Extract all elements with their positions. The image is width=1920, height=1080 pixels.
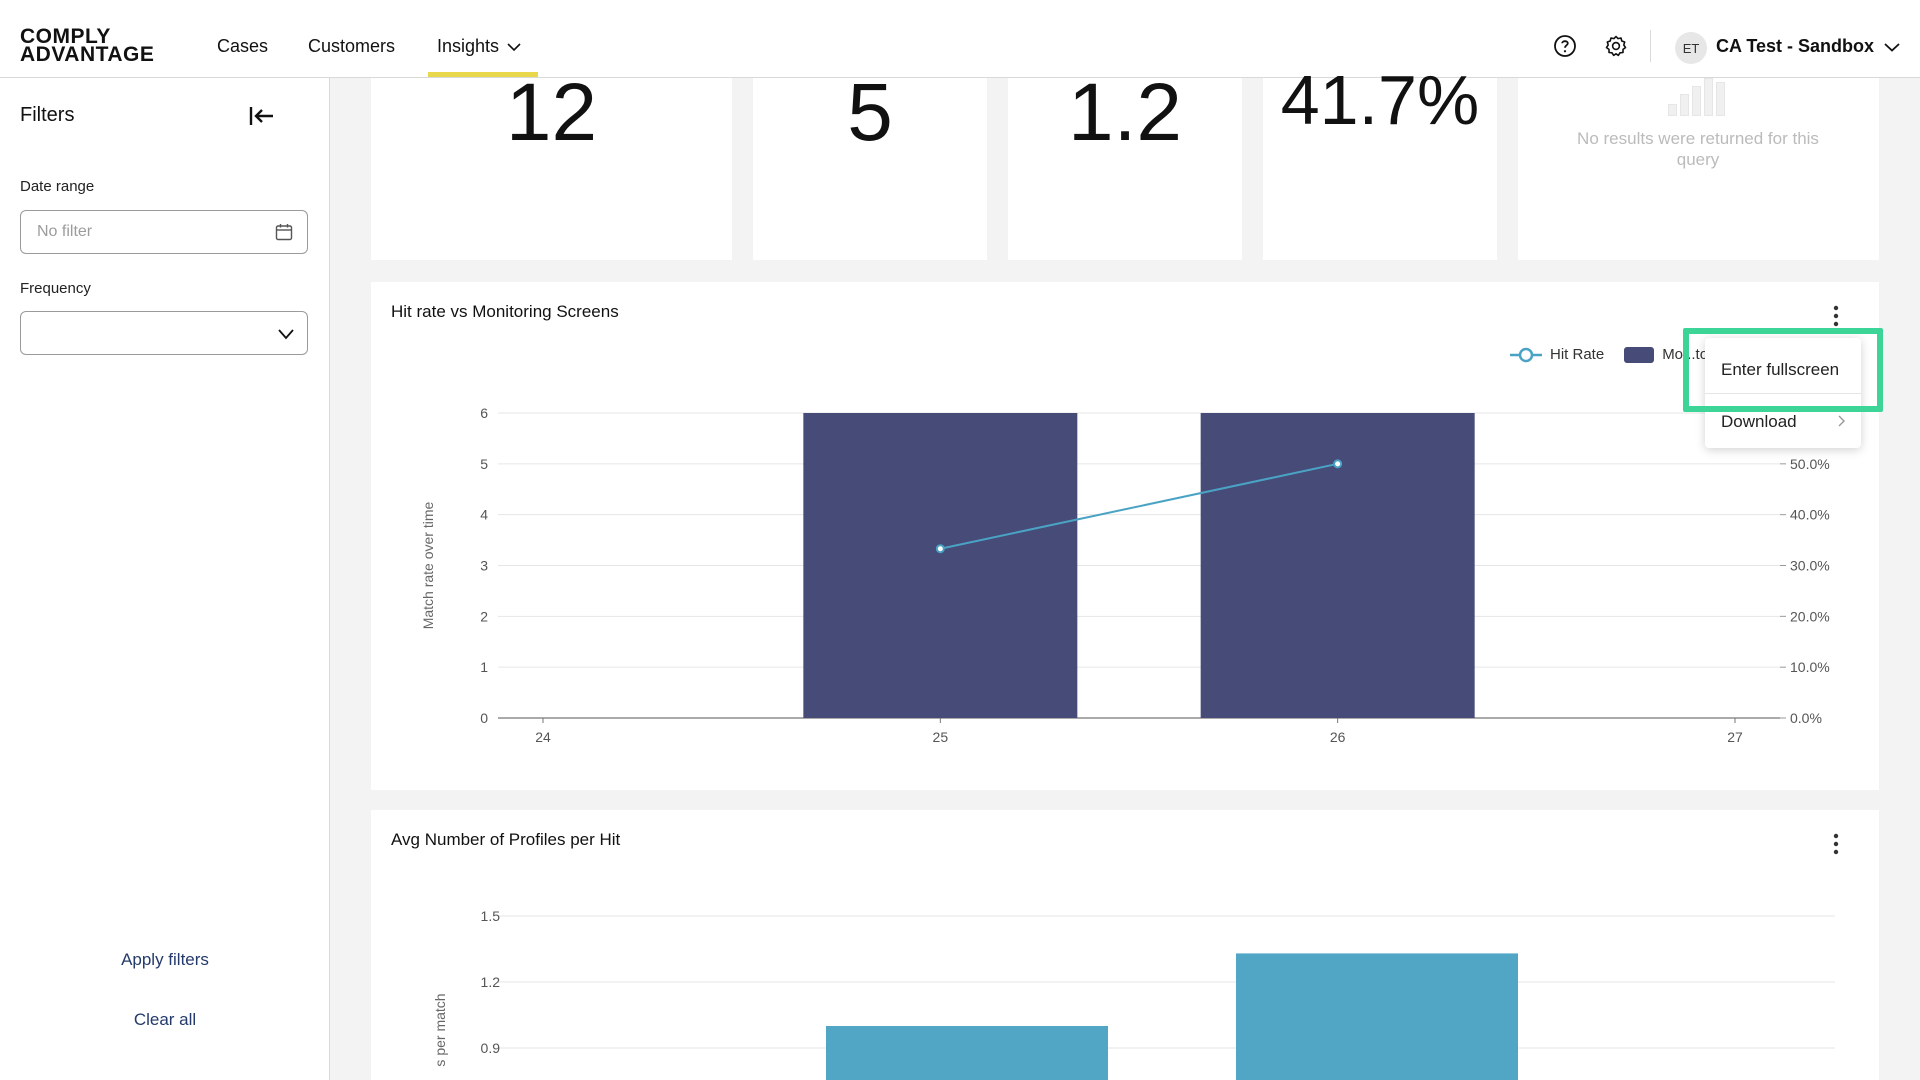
y-tick-label: 0.9: [481, 1040, 501, 1056]
kpi-value: 12: [505, 67, 598, 158]
y2-tick-label: 10.0%: [1790, 659, 1830, 675]
more-options-icon[interactable]: [1830, 304, 1842, 328]
y-tick-label: 1.5: [481, 908, 501, 924]
chart-title: Avg Number of Profiles per Hit: [391, 830, 621, 849]
y-tick-label: 1: [480, 659, 488, 675]
x-tick-label: 26: [1330, 729, 1346, 745]
y-tick-label: 6: [480, 405, 488, 421]
y-tick-label: 3: [480, 558, 488, 574]
filters-sidebar: Filters Date range Frequency Apply filte…: [0, 78, 330, 1080]
kpi-value: 1.2: [1068, 67, 1182, 158]
hit-rate-line: [940, 462, 1338, 550]
apply-filters-button[interactable]: Apply filters: [121, 950, 209, 969]
help-circle-icon[interactable]: [1553, 34, 1577, 58]
chart-title: Hit rate vs Monitoring Screens: [391, 302, 619, 321]
y-tick-label: 5: [480, 456, 488, 472]
y-axis-label: Match rate over time: [420, 501, 436, 629]
kpi-card: 5: [753, 67, 987, 260]
hit-rate-point: [935, 544, 945, 554]
kpi-card: 1.2: [1008, 67, 1242, 260]
logo-line-2: ADVANTAGE: [20, 43, 155, 66]
chevron-down-icon: [278, 329, 294, 340]
header-divider: [1650, 30, 1651, 62]
avg-profiles-chart-card: Avg Number of Profiles per Hit: [371, 810, 1879, 1080]
y-tick-label: 4: [480, 507, 488, 523]
avatar[interactable]: ET: [1675, 32, 1707, 64]
y2-tick-label: 30.0%: [1790, 558, 1830, 574]
nav-insights[interactable]: Insights: [437, 36, 521, 57]
hit-rate-point: [1333, 459, 1343, 469]
chevron-down-icon: [1884, 42, 1900, 52]
nav-customers[interactable]: Customers: [308, 36, 396, 56]
active-tab-indicator: [428, 72, 538, 77]
y2-tick-label: 50.0%: [1790, 456, 1830, 472]
nav-cases[interactable]: Cases: [217, 36, 269, 56]
date-range-field[interactable]: [20, 210, 308, 254]
menu-item-download[interactable]: Download: [1705, 412, 1861, 432]
bar: [826, 1026, 1108, 1080]
x-tick-label: 27: [1727, 729, 1743, 745]
legend-bar-marker: [1624, 346, 1655, 363]
y2-tick-label: 0.0%: [1790, 710, 1822, 726]
more-options-icon[interactable]: [1830, 832, 1842, 856]
kpi-value: 5: [847, 67, 893, 158]
empty-results-message: No results were returned for this query: [1577, 129, 1819, 169]
collapse-sidebar-icon[interactable]: [248, 104, 276, 128]
menu-item-enter-fullscreen[interactable]: Enter fullscreen: [1721, 360, 1840, 379]
kpi-card: 12: [371, 67, 732, 260]
y-tick-label: 0: [480, 710, 488, 726]
y-axis-label: s per match: [432, 993, 448, 1066]
top-navbar: COMPLY ADVANTAGE Cases Customers Insight…: [0, 0, 1920, 78]
gear-icon[interactable]: [1604, 34, 1628, 58]
x-tick-label: 24: [535, 729, 551, 745]
y-tick-label: 2: [480, 608, 488, 624]
kpi-value: 41.7%: [1280, 61, 1480, 139]
y2-tick-label: 40.0%: [1790, 507, 1830, 523]
hit-rate-chart-card: Hit rate vs Monitoring Screens: [371, 282, 1879, 790]
chart-options-menu: Enter fullscreen Download: [1705, 338, 1861, 448]
account-name: CA Test - Sandbox: [1716, 36, 1875, 56]
clear-all-button[interactable]: Clear all: [133, 1010, 197, 1029]
chevron-right-icon: [1838, 415, 1845, 427]
y-tick-label: 1.2: [481, 974, 501, 990]
calendar-icon[interactable]: [275, 223, 293, 241]
date-range-input[interactable]: [21, 211, 241, 253]
frequency-label: Frequency: [20, 280, 91, 297]
legend-line-marker: [1510, 347, 1542, 362]
company-logo[interactable]: COMPLY ADVANTAGE: [20, 25, 155, 66]
y2-tick-label: 20.0%: [1790, 608, 1830, 624]
nav-insights-label: Insights: [437, 36, 500, 56]
legend-label: Hit Rate: [1550, 346, 1605, 363]
bar: [803, 413, 1078, 718]
account-switcher[interactable]: CA Test - Sandbox: [1716, 36, 1900, 57]
bar: [1236, 953, 1518, 1080]
logo-line-1: COMPLY: [20, 25, 111, 48]
kpi-card: 41.7%: [1263, 61, 1497, 260]
date-range-label: Date range: [20, 178, 95, 195]
chevron-down-icon: [507, 42, 521, 51]
menu-divider: [1705, 393, 1861, 394]
x-tick-label: 25: [933, 729, 949, 745]
menu-item-label: Download: [1721, 412, 1797, 431]
frequency-select[interactable]: [20, 311, 308, 355]
empty-chart-icon: [1668, 78, 1725, 116]
filters-title: Filters: [20, 104, 75, 126]
